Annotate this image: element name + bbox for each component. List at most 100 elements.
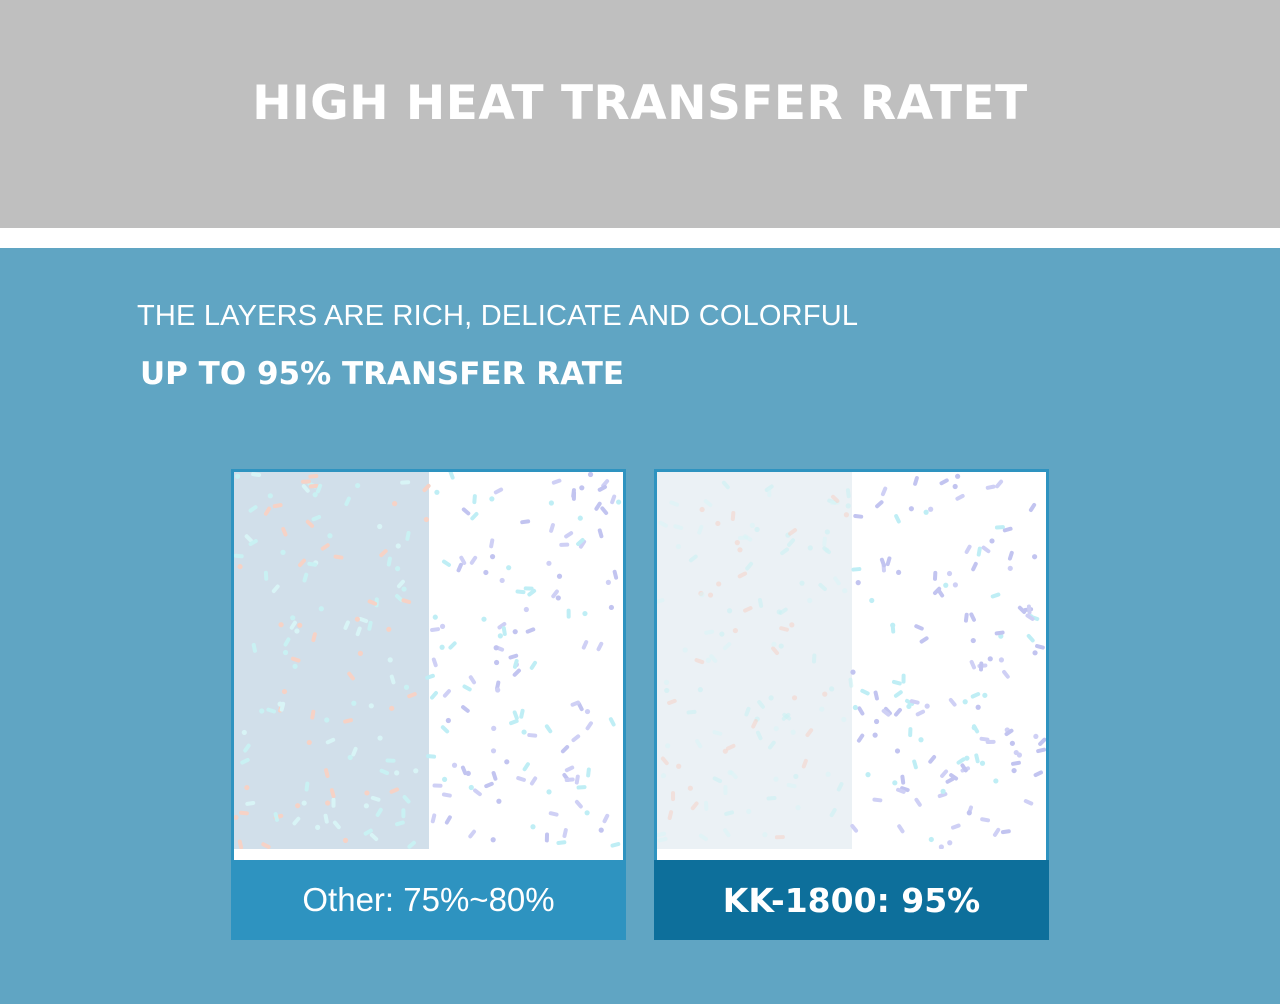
confetti [355,482,361,489]
confetti [956,757,966,765]
confetti [392,501,398,507]
confetti [873,718,880,725]
confetti [682,647,688,653]
confetti [743,534,753,542]
confetti [468,784,474,791]
confetti [756,730,763,741]
confetti [377,523,383,530]
confetti [294,628,300,634]
confetti [751,719,758,729]
confetti [853,514,864,519]
confetti [493,487,504,495]
confetti [426,754,437,759]
confetti [1002,669,1010,679]
confetti [266,707,277,714]
confetti [970,692,981,699]
confetti [363,828,373,836]
confetti [318,606,324,612]
confetti [525,627,536,634]
confetti [576,538,585,546]
confetti [308,474,319,479]
confetti [469,555,478,565]
confetti [1017,605,1027,614]
confetti [401,808,406,819]
confetti [807,545,813,551]
confetti [843,512,850,518]
confetti [923,509,929,515]
confetti [523,606,529,613]
confetti [743,606,753,613]
confetti [584,810,590,816]
confetti [781,712,791,721]
confetti [778,643,784,649]
confetti [324,768,330,778]
confetti [966,810,972,816]
confetti [949,773,959,781]
confetti [312,492,318,498]
confetti [801,758,808,769]
confetti [1035,644,1045,650]
confetti [354,616,360,622]
confetti [311,632,317,643]
confetti [716,581,722,587]
confetti [375,807,383,817]
confetti [483,569,489,576]
confetti [851,567,862,572]
confetti [940,769,949,778]
confetti [401,598,412,604]
confetti [994,525,1005,530]
confetti [850,823,859,833]
confetti [978,661,984,672]
confetti [722,642,732,651]
confetti [263,570,269,581]
confetti [799,580,805,586]
confetti [723,828,731,838]
confetti [822,546,831,555]
confetti [976,546,982,557]
confetti [788,528,798,536]
caption: KK-1800: 95% [654,860,1049,940]
confetti [918,737,924,743]
confetti [439,644,445,650]
confetti [908,506,914,512]
confetti [985,484,996,490]
confetti [975,704,981,710]
confetti [445,717,451,724]
confetti [909,699,920,705]
confetti [470,512,479,521]
confetti [301,479,312,484]
confetti [468,675,477,685]
confetti [885,556,892,567]
confetti [899,786,910,793]
confetti [564,777,575,783]
confetti [786,783,797,789]
confetti [952,483,958,490]
confetti [315,483,323,494]
confetti [351,700,357,706]
confetti [546,560,552,566]
confetti [671,791,676,802]
confetti [281,526,288,537]
confetti [490,837,496,843]
confetti [501,626,507,637]
confetti [461,507,471,516]
confetti [1033,770,1043,778]
confetti [556,840,567,846]
content: THE LAYERS ARE RICH, DELICATE AND COLORF… [0,248,1280,1004]
confetti [504,759,510,765]
confetti [363,803,369,809]
confetti [248,539,258,547]
confetti [705,657,711,663]
confetti [527,588,537,597]
confetti [855,580,861,586]
confetti [494,659,500,666]
confetti [234,553,244,559]
confetti [386,626,392,632]
confetti [773,725,779,732]
confetti [306,739,312,746]
confetti [290,615,296,621]
confetti [311,514,322,522]
confetti [489,496,495,502]
confetti [734,539,740,546]
confetti [559,542,570,547]
